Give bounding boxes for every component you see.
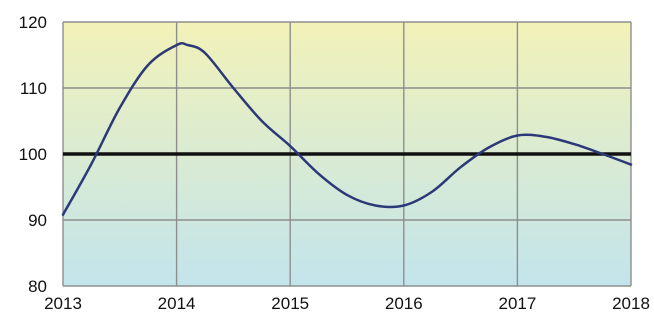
- x-tick-label: 2018: [612, 294, 650, 313]
- x-tick-label: 2014: [158, 294, 196, 313]
- y-tick-label: 100: [19, 145, 47, 164]
- y-tick-label: 110: [20, 79, 47, 98]
- series-line-0: [61, 42, 633, 216]
- x-tick-label: 2015: [271, 294, 309, 313]
- y-axis-ticks: 80 90 100 110 120: [19, 13, 47, 296]
- x-tick-label: 2016: [385, 294, 423, 313]
- y-tick-label: 120: [19, 13, 47, 32]
- x-tick-label: 2017: [498, 294, 536, 313]
- y-tick-label: 80: [28, 277, 47, 296]
- x-axis-ticks: 2013 2014 2015 2016 2017 2018: [44, 294, 650, 313]
- series-group: [61, 42, 633, 216]
- x-tick-label: 2013: [44, 294, 82, 313]
- y-tick-label: 90: [28, 211, 47, 230]
